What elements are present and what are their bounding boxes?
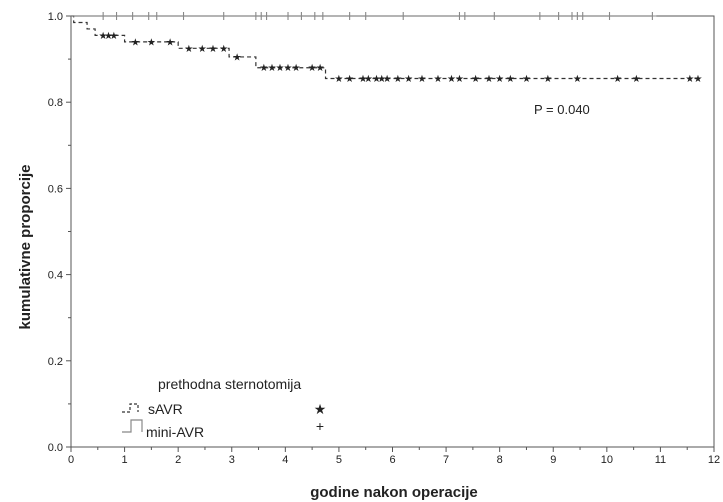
x-tick-label: 0 — [68, 454, 74, 466]
censor-mark-savr: ★ — [434, 74, 443, 85]
x-tick-label: 3 — [229, 454, 235, 466]
y-tick-label: 0.8 — [48, 97, 63, 109]
x-tick-label: 7 — [443, 454, 449, 466]
x-tick-label: 4 — [282, 454, 288, 466]
censor-mark-savr: ★ — [573, 74, 582, 85]
censor-mark-mini-avr — [361, 12, 370, 20]
censor-mark-mini-avr — [262, 12, 271, 20]
censor-mark-mini-avr — [310, 12, 319, 20]
censor-mark-savr: ★ — [372, 74, 381, 85]
censor-mark-savr: ★ — [364, 74, 373, 85]
censor-mark-savr: ★ — [632, 74, 641, 85]
x-tick-label: 8 — [497, 454, 503, 466]
censor-mark-savr: ★ — [484, 74, 493, 85]
censor-mark-savr: ★ — [383, 74, 392, 85]
x-tick-label: 2 — [175, 454, 181, 466]
series-line-savr — [71, 15, 701, 80]
censor-mark-savr: ★ — [522, 74, 531, 85]
p-value-annotation: P = 0.040 — [534, 102, 590, 117]
y-tick-label: 1.0 — [48, 11, 63, 23]
censor-mark-savr: ★ — [404, 74, 413, 85]
x-tick-label: 1 — [122, 454, 128, 466]
censor-mark-mini-avr — [297, 12, 306, 20]
censor-mark-savr: ★ — [147, 37, 156, 48]
censor-mark-savr: ★ — [316, 63, 325, 74]
censor-mark-savr: ★ — [613, 74, 622, 85]
censor-mark-savr: ★ — [359, 74, 368, 85]
legend-title: prethodna sternotomija — [158, 376, 301, 392]
censor-mark-savr: ★ — [104, 31, 113, 42]
censor-mark-savr: ★ — [131, 37, 140, 48]
censor-mark-savr: ★ — [109, 31, 118, 42]
legend-label-savr: sAVR — [148, 401, 183, 417]
y-tick-label: 0.6 — [48, 183, 63, 195]
censor-mark-savr: ★ — [209, 44, 218, 55]
legend-swatch-mini-avr — [122, 419, 143, 433]
censor-mark-mini-avr — [554, 12, 563, 20]
legend: prethodna sternotomija sAVR ★ mini-AVR + — [122, 376, 326, 440]
censor-marks: ★★★★ ★ ★★ ★ ★ ★★★ ★ ★ ★ ★ ★ ★★ ★ ★★ ★★★ ★ ★ ★ ★ ★ ★ ★ ★ ★ ★ ★ ★ ★ ★ ★… — [99, 12, 702, 85]
censor-mark-savr: ★ — [345, 74, 354, 85]
censor-mark-mini-avr — [345, 12, 354, 20]
censor-mark-mini-avr — [399, 12, 408, 20]
legend-label-mini-avr: mini-AVR — [146, 424, 204, 440]
censor-mark-savr: ★ — [292, 63, 301, 74]
censor-mark-savr: ★ — [693, 74, 702, 85]
censor-mark-mini-avr — [99, 12, 108, 20]
censor-mark-savr: ★ — [308, 63, 317, 74]
censor-mark-savr: ★ — [184, 44, 193, 55]
censor-mark-savr: ★ — [233, 52, 242, 63]
x-tick-label: 11 — [655, 454, 666, 466]
x-tick-label: 5 — [336, 454, 342, 466]
censor-mark-savr: ★ — [495, 74, 504, 85]
censor-mark-mini-avr — [219, 12, 228, 20]
censor-mark-savr: ★ — [219, 44, 228, 55]
censor-mark-savr: ★ — [99, 31, 108, 42]
y-axis-title: kumulativne proporcije — [17, 164, 34, 329]
censor-mark-savr: ★ — [506, 74, 515, 85]
censor-mark-savr: ★ — [377, 74, 386, 85]
censor-mark-savr: ★ — [543, 74, 552, 85]
censor-mark-mini-avr — [578, 12, 587, 20]
x-tick-label: 9 — [550, 454, 556, 466]
axis-ticks: 0 1 2 3 4 5 6 7 8 9 10 11 120.00.20.40.60.81.0 — [48, 11, 720, 466]
x-axis-title: godine nakon operacije — [310, 484, 478, 501]
censor-mark-mini-avr — [490, 12, 499, 20]
censor-mark-savr: ★ — [393, 74, 402, 85]
censor-mark-savr: ★ — [685, 74, 694, 85]
censor-mark-savr: ★ — [198, 44, 207, 55]
x-tick-label: 12 — [708, 454, 720, 466]
legend-swatch-savr — [122, 403, 139, 413]
censor-mark-savr: ★ — [417, 74, 426, 85]
censor-mark-mini-avr — [648, 12, 657, 20]
censor-mark-mini-avr — [535, 12, 544, 20]
censor-mark-mini-avr — [112, 12, 121, 20]
censor-mark-mini-avr — [128, 12, 137, 20]
censor-mark-savr: ★ — [259, 63, 268, 74]
censor-mark-savr: ★ — [455, 74, 464, 85]
y-tick-label: 0.0 — [48, 442, 63, 454]
censor-mark-mini-avr — [605, 12, 614, 20]
censor-mark-savr: ★ — [471, 74, 480, 85]
censor-mark-savr: ★ — [275, 63, 284, 74]
censor-mark-savr: ★ — [284, 63, 293, 74]
censor-mark-mini-avr — [460, 12, 469, 20]
censor-mark-savr: ★ — [447, 74, 456, 85]
censor-mark-savr: ★ — [267, 63, 276, 74]
censor-mark-mini-avr — [152, 12, 161, 20]
censor-mark-mini-avr — [284, 12, 293, 20]
censor-mark-savr: ★ — [334, 74, 343, 85]
censor-mark-mini-avr — [318, 12, 327, 20]
legend-marker-savr: ★ — [314, 401, 327, 417]
censor-mark-savr: ★ — [166, 37, 175, 48]
x-tick-label: 10 — [601, 454, 613, 466]
x-tick-label: 6 — [389, 454, 395, 466]
y-tick-label: 0.4 — [48, 270, 63, 282]
legend-marker-mini-avr: + — [316, 418, 324, 434]
censor-mark-mini-avr — [144, 12, 153, 20]
censor-mark-mini-avr — [179, 12, 188, 20]
y-tick-label: 0.2 — [48, 356, 63, 368]
